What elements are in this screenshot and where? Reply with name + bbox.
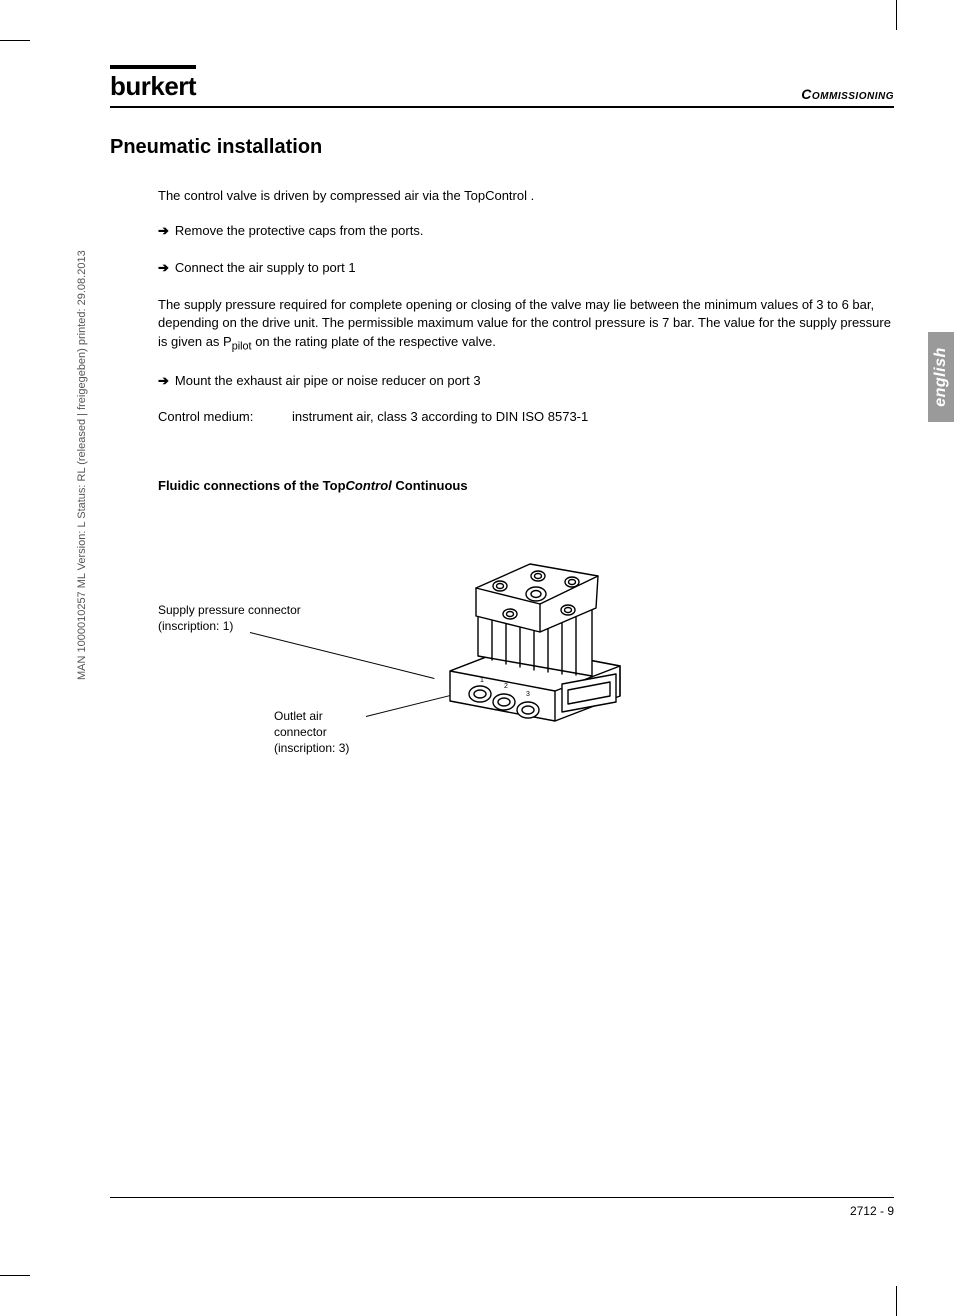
callout-2-line-3: (inscription: 3) <box>274 740 394 756</box>
figure-heading-prefix: Fluidic connections of the Top <box>158 478 346 493</box>
body-text: The control valve is driven by compresse… <box>158 187 894 776</box>
step-2: ➔ Connect the air supply to port 1 <box>158 259 894 278</box>
intro-paragraph: The control valve is driven by compresse… <box>158 187 894 206</box>
callout-supply-pressure: Supply pressure connector (inscription: … <box>158 602 318 634</box>
crop-mark <box>0 40 30 41</box>
pressure-note-after: on the rating plate of the respective va… <box>252 334 496 349</box>
logo-text: burkert <box>110 71 196 101</box>
step-2-text: Connect the air supply to port 1 <box>175 259 894 278</box>
arrow-icon: ➔ <box>158 222 169 241</box>
footer-page-no: 9 <box>887 1204 894 1218</box>
svg-text:1: 1 <box>480 677 484 684</box>
control-medium-row: Control medium: instrument air, class 3 … <box>158 408 894 427</box>
header-bar: burkert Commissioning <box>110 65 894 108</box>
callout-outlet-air: Outlet air connector (inscription: 3) <box>274 708 394 757</box>
page-title: Pneumatic installation <box>110 136 894 159</box>
burkert-logo: burkert <box>110 65 196 102</box>
control-medium-label: Control medium: <box>158 408 268 427</box>
document-meta-vertical: MAN 1000010257 ML Version: L Status: RL … <box>76 180 88 680</box>
svg-text:2: 2 <box>504 683 508 690</box>
footer: 2712 - 9 <box>110 1197 894 1218</box>
figure-heading: Fluidic connections of the TopControl Co… <box>158 477 894 496</box>
crop-mark <box>896 0 897 30</box>
figure-heading-ctrl: Control <box>346 478 392 493</box>
arrow-icon: ➔ <box>158 372 169 391</box>
step-1: ➔ Remove the protective caps from the po… <box>158 222 894 241</box>
pressure-note-sub: pilot <box>232 341 252 353</box>
step-3: ➔ Mount the exhaust air pipe or noise re… <box>158 372 894 391</box>
step-3-text: Mount the exhaust air pipe or noise redu… <box>175 372 894 391</box>
page-content: burkert Commissioning Pneumatic installa… <box>110 65 894 1236</box>
callout-1-line-2: (inscription: 1) <box>158 618 318 634</box>
callout-2-line-1: Outlet air <box>274 708 394 724</box>
crop-mark <box>896 1286 897 1316</box>
footer-sep: - <box>877 1204 888 1218</box>
callout-2-line-2: connector <box>274 724 394 740</box>
control-medium-value: instrument air, class 3 according to DIN… <box>292 408 588 427</box>
logo-bar-icon <box>110 65 196 69</box>
leader-line-1 <box>250 632 435 679</box>
section-label: Commissioning <box>801 86 894 102</box>
arrow-icon: ➔ <box>158 259 169 278</box>
footer-doc-no: 2712 <box>850 1204 877 1218</box>
figure-container: Supply pressure connector (inscription: … <box>158 516 894 776</box>
language-tab-label: english <box>932 347 950 407</box>
step-1-text: Remove the protective caps from the port… <box>175 222 894 241</box>
pressure-note: The supply pressure required for complet… <box>158 296 894 356</box>
crop-mark <box>0 1275 30 1276</box>
section-label-text: Commissioning <box>801 86 894 102</box>
language-tab: english <box>928 332 954 422</box>
callout-1-line-1: Supply pressure connector <box>158 602 318 618</box>
svg-text:3: 3 <box>526 691 530 698</box>
device-drawing: 1 2 3 <box>420 516 660 746</box>
figure-heading-suffix: Continuous <box>392 478 468 493</box>
